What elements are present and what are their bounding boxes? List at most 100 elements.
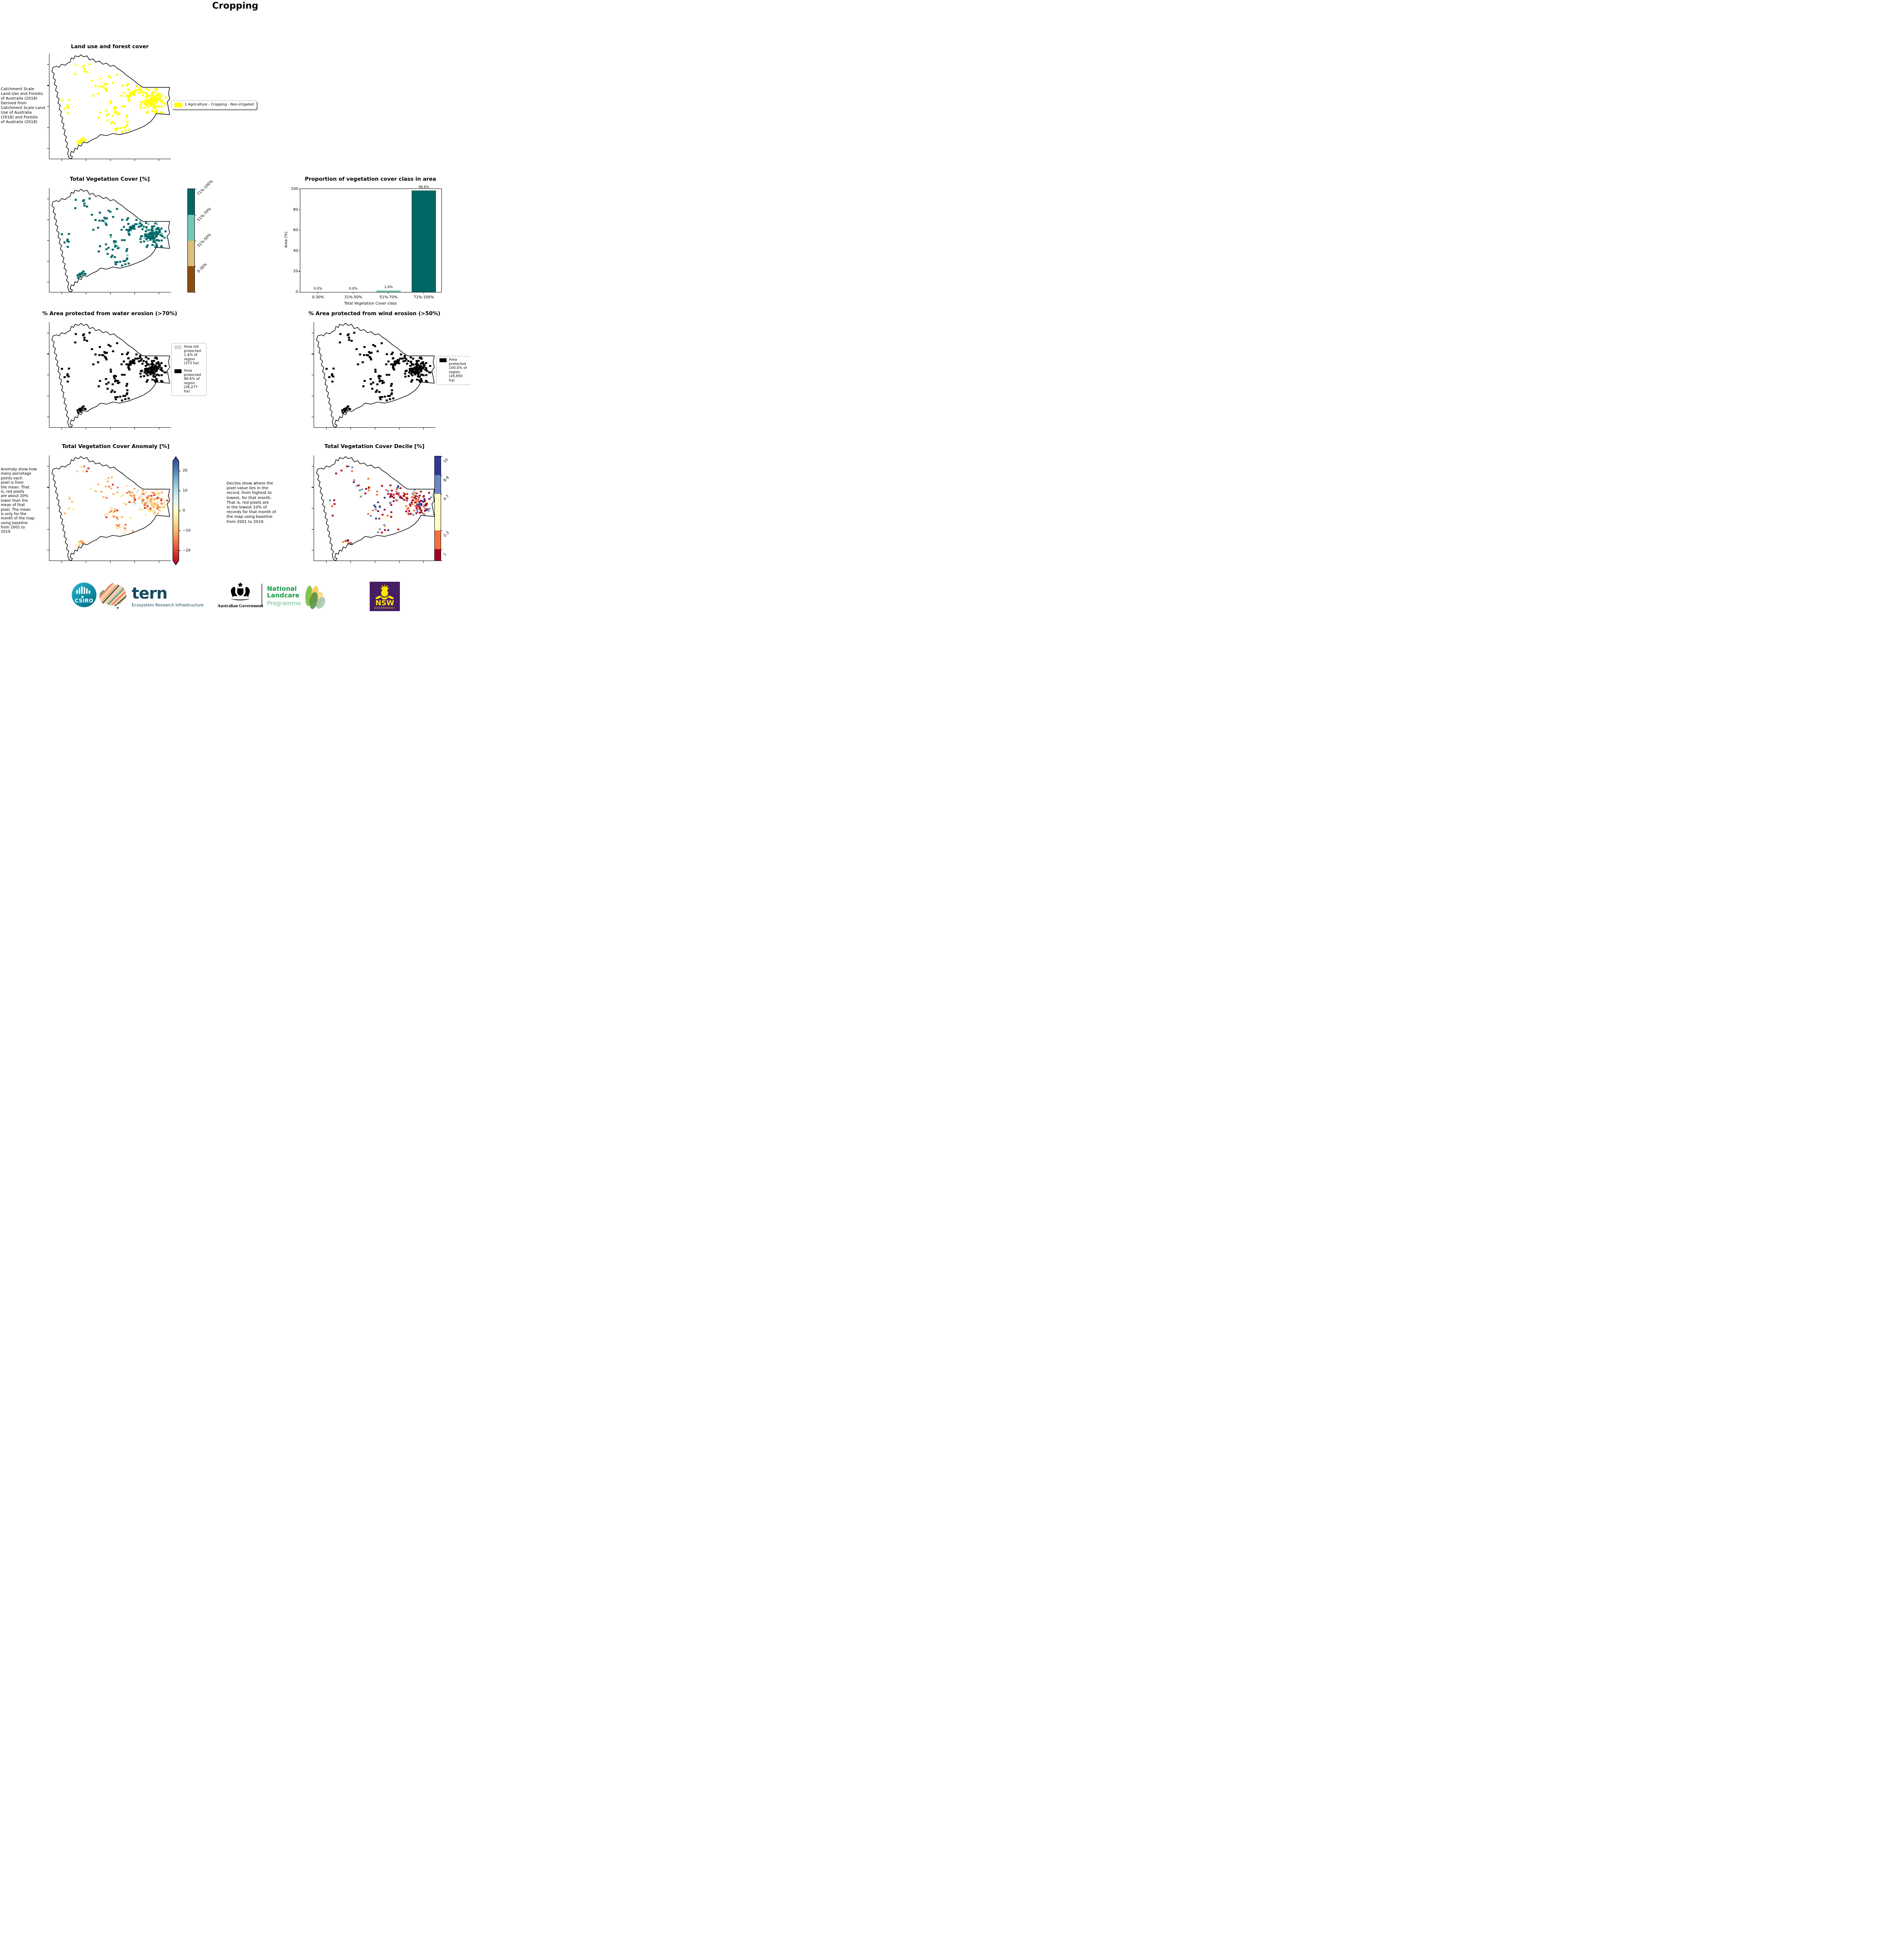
wind-map-canvas: [314, 322, 436, 427]
decile-region-outline: [316, 457, 434, 561]
proportion-y-label: 80: [293, 207, 298, 212]
landcare-label-2: Landcare: [267, 592, 300, 599]
wind-xtick: [423, 428, 424, 430]
anomaly-cbar-tick-label: 0: [183, 508, 185, 513]
decile-cbar-label: 8-9: [443, 475, 450, 483]
vegcover-ytick: [47, 240, 49, 241]
vegcover-colorbar: 71%-100% 51%-70% 31%-50% 0-30%: [187, 179, 214, 293]
anomaly-ytick: [47, 529, 49, 530]
proportion-y-tick: [299, 209, 300, 210]
landuse-xtick: [134, 159, 135, 161]
vegcover-region-outline: [52, 189, 170, 292]
water-legend-entry: Area protected 98.6% of region (26,277 h…: [172, 367, 206, 396]
water-map-canvas: [49, 322, 171, 427]
decile-map: [312, 456, 436, 563]
landuse-ytick: [47, 106, 49, 107]
decile-cbar-segment: [435, 530, 441, 549]
decile-side-text: Deciles show where the pixel value lies …: [227, 481, 276, 524]
csiro-logo: CSIRO: [72, 583, 96, 607]
nsw-government-logo: NSW GOVERNMENT: [370, 582, 400, 611]
landuse-legend-label: 1 Agriculture - Cropping - Non-irrigated: [185, 103, 254, 107]
anomaly-cbar-tick-label: −10: [183, 528, 191, 533]
tern-australia-art-icon: [99, 583, 127, 609]
landuse-legend: 1 Agriculture - Cropping - Non-irrigated: [171, 100, 257, 109]
wind-region-outline: [316, 323, 434, 427]
vegcover-cbar-tick: [194, 266, 196, 267]
vegcover-cbar-segment: [188, 240, 194, 267]
decile-xtick: [326, 561, 327, 563]
proportion-y-tick: [299, 271, 300, 272]
tern-subtitle: Ecosystem Research Infrastructure: [132, 603, 204, 608]
proportion-xlabel: Total Vegetation Cover class: [344, 301, 397, 306]
anomaly-pixels: [64, 465, 169, 547]
decile-cbar-label: 10: [443, 457, 449, 464]
proportion-bar-value: 98.6%: [418, 185, 429, 189]
proportion-y-label: 100: [291, 187, 298, 191]
anomaly-colorbar-gradient: [172, 456, 181, 566]
landcare-label-3: Programme: [267, 600, 301, 607]
landuse-side-text: Catchment Scale Land Use and Forests of …: [1, 87, 45, 124]
water-pixels: [61, 332, 167, 414]
wind-xtick: [326, 428, 327, 430]
proportion-bar-value: 1.4%: [384, 285, 393, 290]
proportion-y-label: 60: [293, 228, 298, 232]
proportion-x-category: 0-30%: [312, 295, 324, 299]
tern-logo-text: tern: [132, 584, 167, 603]
vegcover-cbar-label: 0-30%: [196, 262, 208, 274]
water-legend-label: Area not protected 1.4% of region (373 h…: [184, 345, 201, 366]
decile-cbar-segment: [435, 475, 441, 494]
nsw-label: NSW: [375, 599, 394, 607]
water-xtick: [134, 428, 135, 430]
decile-cbar-label: 4-7: [443, 494, 450, 502]
vegcover-xtick: [110, 292, 111, 294]
water-map: [47, 322, 171, 430]
landuse-pixels: [61, 63, 167, 145]
wind-map: [312, 322, 436, 430]
anomaly-cbar-tick-label: 10: [183, 488, 188, 493]
wind-legend-label: Area protected 100.0% of region (26,650 …: [449, 358, 467, 383]
decile-title: Total Vegetation Cover Decile [%]: [324, 443, 425, 450]
vegcover-cbar-label: 71%-100%: [196, 179, 214, 197]
anomaly-map-canvas: [49, 456, 171, 561]
proportion-x-category: 31%-50%: [344, 295, 362, 299]
water-legend-swatch: [174, 369, 182, 374]
landuse-ytick: [47, 148, 49, 149]
decile-ytick: [312, 529, 314, 530]
landuse-map-canvas: [49, 54, 171, 159]
landuse-legend-swatch: [174, 103, 182, 107]
wind-pixels: [325, 332, 432, 414]
water-title: % Area protected from water erosion (>70…: [42, 310, 177, 317]
vegcover-cbar-label: 31%-50%: [196, 232, 212, 248]
proportion-y-tick: [299, 250, 300, 251]
decile-pixels: [329, 465, 432, 545]
decile-cbar-label: 1: [443, 552, 448, 557]
proportion-bar: [412, 190, 436, 292]
vegcover-cbar-segment: [188, 266, 194, 292]
decile-xtick: [423, 561, 424, 563]
decile-cbar-segment: [435, 456, 441, 475]
decile-xtick: [350, 561, 351, 563]
nsw-waratah-icon: [375, 584, 394, 600]
vegcover-xtick: [134, 292, 135, 294]
logo-divider: [261, 584, 262, 606]
anomaly-side-text: Anomaly show how many percetage points e…: [1, 467, 37, 534]
landcare-label-1: National: [267, 585, 297, 592]
nsw-sub-label: GOVERNMENT: [374, 607, 395, 610]
wind-legend-entry: Area protected 100.0% of region (26,650 …: [437, 356, 470, 385]
anomaly-colorbar: 20 10 0 −10 −20: [172, 456, 200, 566]
wind-xtick: [350, 428, 351, 430]
decile-cbar-tick: [441, 456, 442, 457]
landuse-ytick: [47, 127, 49, 128]
landuse-legend-entry: 1 Agriculture - Cropping - Non-irrigated: [172, 101, 256, 109]
anomaly-region-outline: [52, 457, 170, 561]
proportion-bar-value: 0.0%: [349, 287, 358, 291]
water-legend-entry: Area not protected 1.4% of region (373 h…: [172, 343, 206, 367]
proportion-y-label: 20: [293, 269, 298, 274]
landuse-xtick: [110, 159, 111, 161]
csiro-label: CSIRO: [74, 598, 94, 604]
vegcover-cbar-label: 51%-70%: [196, 207, 212, 223]
wind-legend: Area protected 100.0% of region (26,650 …: [436, 356, 470, 385]
proportion-ylabel: Area (%): [284, 231, 289, 248]
water-legend-swatch: [174, 345, 182, 349]
proportion-y-label: 0: [295, 290, 298, 294]
